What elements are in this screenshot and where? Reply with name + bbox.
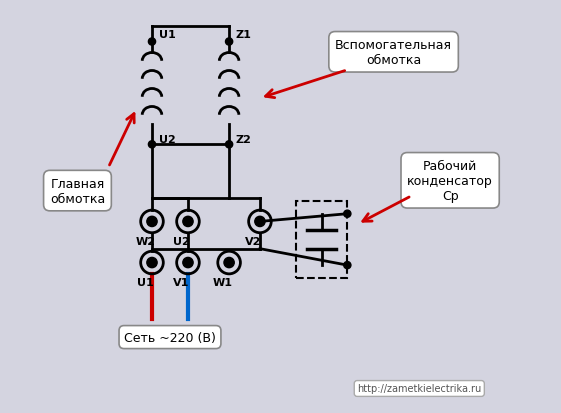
Text: Z2: Z2 [236, 134, 252, 145]
Circle shape [147, 258, 157, 268]
Circle shape [149, 141, 155, 149]
Circle shape [255, 217, 265, 227]
Circle shape [224, 258, 234, 268]
Text: W1: W1 [213, 278, 232, 287]
Text: Рабочий
конденсатор
Ср: Рабочий конденсатор Ср [407, 159, 493, 202]
Text: Главная
обмотка: Главная обмотка [50, 177, 105, 205]
Text: U1: U1 [159, 30, 176, 40]
Circle shape [149, 39, 155, 46]
Text: U1: U1 [137, 278, 154, 287]
Bar [296, 202, 347, 278]
Text: V1: V1 [173, 278, 190, 287]
Circle shape [147, 217, 157, 227]
Text: W2: W2 [135, 237, 155, 247]
Text: Сеть ~220 (В): Сеть ~220 (В) [124, 331, 216, 344]
Circle shape [183, 217, 193, 227]
Text: Z1: Z1 [236, 30, 252, 40]
Text: Вспомогательная
обмотка: Вспомогательная обмотка [335, 39, 452, 66]
Circle shape [226, 39, 233, 46]
Text: U2: U2 [173, 237, 190, 247]
Circle shape [226, 141, 233, 149]
Circle shape [183, 258, 193, 268]
Text: V2: V2 [245, 237, 261, 247]
Text: http://zametkielectrika.ru: http://zametkielectrika.ru [357, 384, 481, 394]
Circle shape [344, 211, 351, 218]
Text: U2: U2 [159, 134, 176, 145]
Circle shape [344, 262, 351, 269]
